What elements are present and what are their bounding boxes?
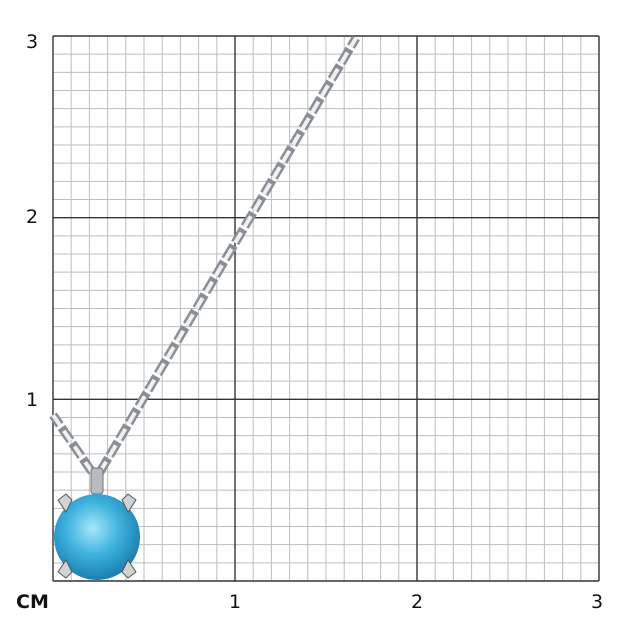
chain bbox=[49, 35, 360, 475]
x-tick-1: 1 bbox=[229, 591, 242, 613]
minor-grid-lines bbox=[53, 36, 599, 581]
pendant bbox=[54, 467, 140, 580]
unit-label: CM bbox=[16, 591, 49, 613]
major-grid-lines bbox=[52, 35, 600, 582]
y-tick-3: 3 bbox=[26, 31, 39, 53]
x-tick-3: 3 bbox=[591, 591, 604, 613]
y-tick-1: 1 bbox=[26, 389, 39, 411]
y-tick-2: 2 bbox=[26, 206, 39, 228]
gemstone bbox=[54, 494, 140, 580]
x-tick-2: 2 bbox=[411, 591, 424, 613]
